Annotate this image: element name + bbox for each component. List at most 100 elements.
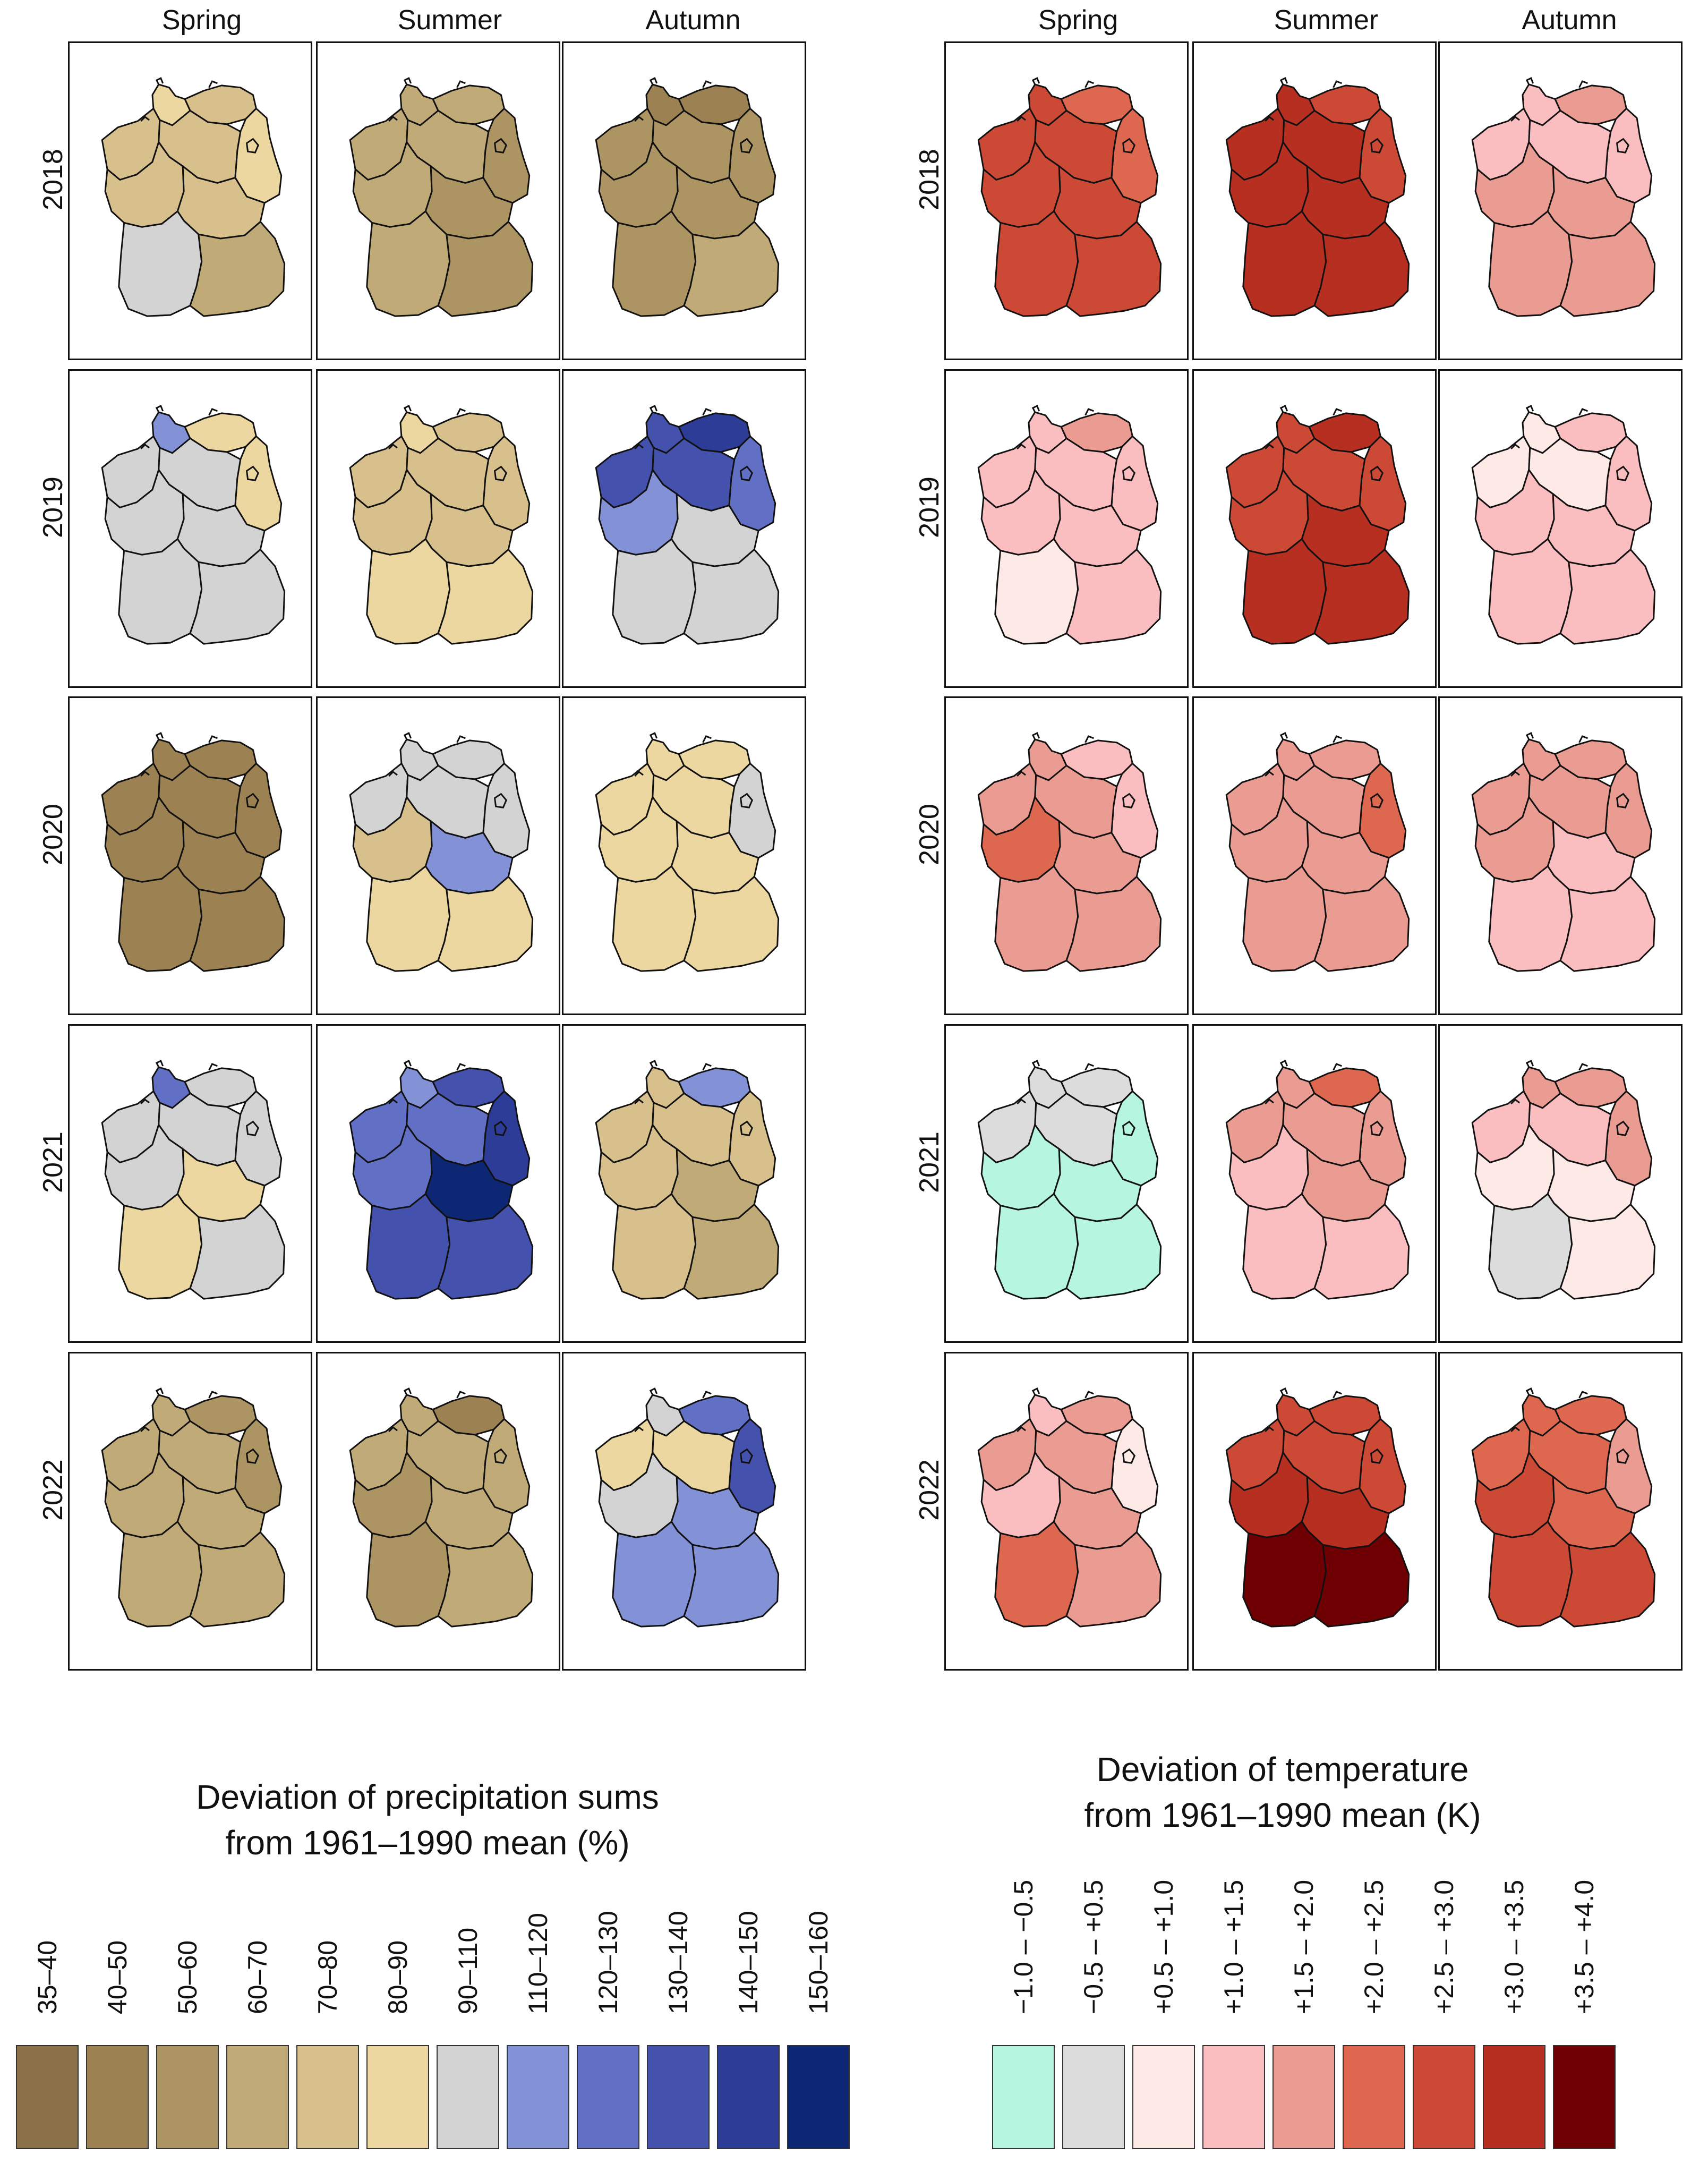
temp-legend-label: +1.5 – +2.0 — [1289, 1879, 1319, 2014]
temp-map-2020-spring — [944, 696, 1189, 1015]
border-accent — [494, 465, 508, 481]
region-southwest — [1488, 538, 1573, 645]
border-accent — [740, 1120, 754, 1136]
border-accent — [702, 80, 712, 88]
precip-legend-swatch — [226, 2045, 289, 2149]
temp-map-2019-spring-svg — [977, 405, 1162, 645]
border-accent — [155, 405, 164, 413]
region-south — [437, 220, 534, 317]
border-accent — [740, 465, 754, 481]
region-southwest — [1488, 210, 1573, 317]
precip-legend-label: 70–80 — [313, 1940, 343, 2014]
precip-legend-label: 50–60 — [173, 1940, 202, 2014]
temp-map-2020-autumn — [1438, 696, 1683, 1015]
temp-legend-label: +3.0 – +3.5 — [1499, 1879, 1529, 2014]
precip-map-2020-summer-svg — [349, 732, 534, 972]
precip-legend-swatch — [16, 2045, 79, 2149]
temp-legend-label: +1.0 – +1.5 — [1219, 1879, 1249, 2014]
border-accent — [140, 1098, 150, 1105]
region-southwest — [1242, 865, 1327, 972]
precip-map-2019-autumn-svg — [595, 405, 780, 645]
year-label-2019-precip: 2019 — [38, 476, 69, 538]
region-south — [1559, 875, 1656, 972]
border-accent — [1265, 116, 1274, 122]
region-southwest — [118, 1521, 203, 1628]
border-accent — [1370, 465, 1384, 481]
year-label-2020-precip: 2020 — [38, 804, 69, 865]
precip-map-2018-summer — [316, 41, 560, 360]
border-accent — [1616, 793, 1630, 808]
temp-legend-title-line1: Deviation of temperature — [1096, 1750, 1469, 1789]
border-accent — [456, 735, 466, 743]
border-accent — [1370, 793, 1384, 808]
temp-legend-swatch — [1202, 2045, 1265, 2149]
border-accent — [1122, 793, 1136, 808]
region-south — [1559, 1531, 1656, 1628]
border-accent — [1017, 444, 1026, 450]
border-accent — [456, 408, 466, 416]
region-southwest — [1242, 210, 1327, 317]
region-southwest — [118, 538, 203, 645]
border-accent — [1525, 1387, 1534, 1395]
region-south — [1065, 548, 1162, 645]
region-south — [683, 1203, 780, 1300]
temp-map-2018-spring — [944, 41, 1189, 360]
border-accent — [649, 1060, 658, 1068]
border-accent — [1122, 138, 1136, 154]
temp-map-2022-summer — [1192, 1352, 1437, 1671]
region-south — [1559, 1203, 1656, 1300]
border-accent — [208, 735, 218, 743]
temp-map-2022-summer-svg — [1225, 1387, 1410, 1628]
border-accent — [1333, 1391, 1342, 1399]
precip-map-2021-autumn-svg — [595, 1060, 780, 1300]
temp-map-2019-autumn — [1438, 369, 1683, 688]
temp-legend-swatch — [992, 2045, 1055, 2149]
border-accent — [740, 138, 754, 154]
border-accent — [208, 1391, 218, 1399]
region-south — [437, 1203, 534, 1300]
border-accent — [634, 771, 644, 777]
region-southwest — [1488, 865, 1573, 972]
border-accent — [649, 1387, 658, 1395]
region-southwest — [366, 210, 451, 317]
precip-map-2022-spring — [68, 1352, 312, 1671]
border-accent — [702, 408, 712, 416]
border-accent — [1370, 138, 1384, 154]
precip-legend-label: 90–110 — [453, 1927, 483, 2014]
temp-map-2020-summer-svg — [1225, 732, 1410, 972]
precip-map-2021-summer-svg — [349, 1060, 534, 1300]
border-accent — [140, 444, 150, 450]
temp-legend-label: +3.5 – +4.0 — [1569, 1879, 1599, 2014]
precip-legend-swatch — [577, 2045, 639, 2149]
border-accent — [1084, 735, 1094, 743]
temp-map-2019-spring — [944, 369, 1189, 688]
border-accent — [1510, 116, 1520, 122]
region-south — [189, 1203, 286, 1300]
precip-map-2020-spring-svg — [101, 732, 286, 972]
region-south — [683, 548, 780, 645]
border-accent — [1525, 405, 1534, 413]
temp-legend-swatch — [1483, 2045, 1545, 2149]
precip-map-2018-autumn — [562, 41, 806, 360]
region-southwest — [118, 865, 203, 972]
region-south — [189, 548, 286, 645]
border-accent — [1578, 408, 1588, 416]
border-accent — [246, 1120, 260, 1136]
border-accent — [388, 1098, 398, 1105]
season-header-autumn-precip: Autumn — [645, 5, 741, 36]
precip-map-2021-spring — [68, 1024, 312, 1343]
temp-legend-swatch — [1343, 2045, 1405, 2149]
precip-legend-swatch — [507, 2045, 569, 2149]
border-accent — [1084, 408, 1094, 416]
precip-map-2020-autumn-svg — [595, 732, 780, 972]
temp-legend-swatch — [1413, 2045, 1475, 2149]
precip-map-2018-spring-svg — [101, 77, 286, 317]
precip-map-2018-spring — [68, 41, 312, 360]
season-header-spring-temp: Spring — [1038, 5, 1118, 36]
temp-legend-swatch — [1553, 2045, 1616, 2149]
border-accent — [1333, 80, 1342, 88]
border-accent — [140, 771, 150, 777]
border-accent — [1578, 1063, 1588, 1071]
border-accent — [1510, 771, 1520, 777]
border-accent — [634, 1098, 644, 1105]
